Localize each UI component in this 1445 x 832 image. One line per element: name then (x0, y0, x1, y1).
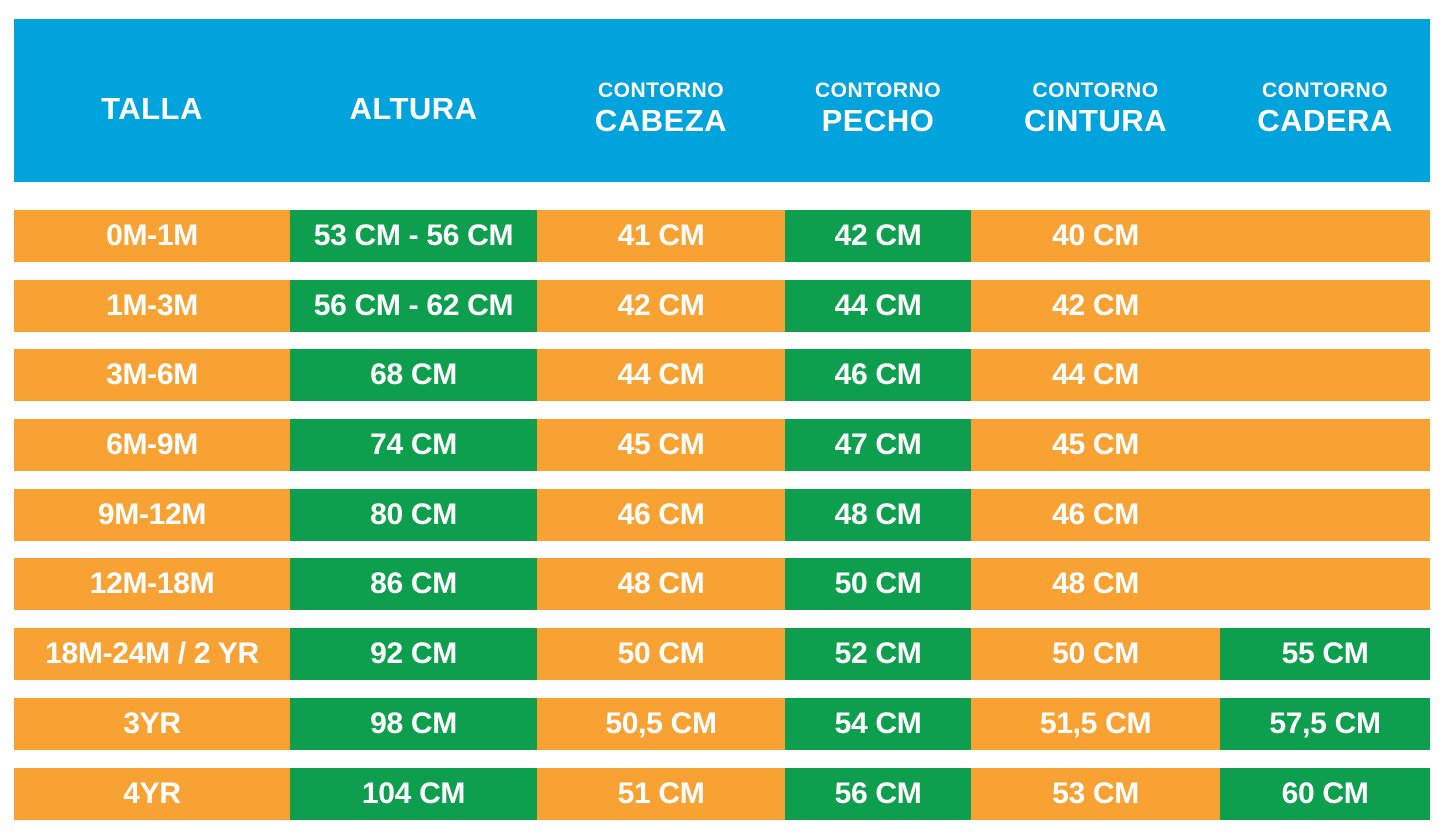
header-contorno-cabeza: CONTORNO CABEZA (537, 19, 785, 182)
table-row: 4YR 104 CM 51 CM 56 CM 53 CM 60 CM (14, 767, 1430, 820)
cell-altura: 104 CM (290, 767, 537, 820)
cell-cintura: 42 CM (971, 279, 1220, 332)
table-row: 6M-9M 74 CM 45 CM 47 CM 45 CM (14, 419, 1430, 472)
header-cadera-top: CONTORNO (1261, 78, 1389, 102)
cell-cadera (1220, 488, 1430, 541)
header-contorno-pecho: CONTORNO PECHO (785, 19, 971, 182)
cell-pecho: 42 CM (785, 210, 971, 262)
cell-pecho: 48 CM (785, 488, 971, 541)
table-body: 0M-1M 53 CM - 56 CM 41 CM 42 CM 40 CM 1M-3M 56… (14, 210, 1430, 820)
table-row: 3M-6M 68 CM 44 CM 46 CM 44 CM (14, 349, 1430, 402)
cell-cadera (1220, 558, 1430, 611)
cell-pecho: 47 CM (785, 419, 971, 472)
cell-altura: 56 CM - 62 CM (290, 279, 537, 332)
cell-altura: 80 CM (290, 488, 537, 541)
cell-cintura: 53 CM (971, 767, 1220, 820)
cell-pecho: 52 CM (785, 628, 971, 681)
cell-pecho: 44 CM (785, 279, 971, 332)
header-cintura-label: CINTURA (1024, 102, 1167, 138)
table-row: 18M-24M / 2 YR 92 CM 50 CM 52 CM 50 CM 55 CM (14, 628, 1430, 681)
table-header-row: TALLA ALTURA CONTORNO CABEZA CONTORNO PE… (14, 19, 1430, 182)
cell-cadera (1220, 279, 1430, 332)
header-cintura-top: CONTORNO (1032, 78, 1159, 102)
cell-talla: 0M-1M (14, 210, 290, 262)
cell-cabeza: 45 CM (537, 419, 785, 472)
cell-cintura: 46 CM (971, 488, 1220, 541)
header-cabeza-label: CABEZA (594, 102, 728, 138)
cell-pecho: 54 CM (785, 697, 971, 750)
cell-cintura: 44 CM (971, 349, 1220, 402)
cell-talla: 3M-6M (14, 349, 290, 402)
cell-cadera (1220, 210, 1430, 262)
cell-cadera: 55 CM (1220, 628, 1430, 681)
cell-cabeza: 51 CM (537, 767, 785, 820)
cell-talla: 3YR (14, 697, 290, 750)
cell-altura: 98 CM (290, 697, 537, 750)
header-pecho-top: CONTORNO (814, 78, 942, 102)
cell-talla: 1M-3M (14, 279, 290, 332)
table-row: 12M-18M 86 CM 48 CM 50 CM 48 CM (14, 558, 1430, 611)
cell-cadera: 57,5 CM (1220, 697, 1430, 750)
table-row: 1M-3M 56 CM - 62 CM 42 CM 44 CM 42 CM (14, 279, 1430, 332)
cell-altura: 92 CM (290, 628, 537, 681)
cell-cabeza: 46 CM (537, 488, 785, 541)
cell-altura: 53 CM - 56 CM (290, 210, 537, 262)
cell-talla: 6M-9M (14, 419, 290, 472)
cell-pecho: 56 CM (785, 767, 971, 820)
cell-talla: 12M-18M (14, 558, 290, 611)
cell-cabeza: 41 CM (537, 210, 785, 262)
header-cabeza-top: CONTORNO (597, 78, 725, 102)
cell-talla: 9M-12M (14, 488, 290, 541)
cell-cintura: 48 CM (971, 558, 1220, 611)
header-talla: TALLA (14, 19, 290, 182)
header-contorno-cintura: CONTORNO CINTURA (971, 19, 1220, 182)
cell-cabeza: 44 CM (537, 349, 785, 402)
header-altura: ALTURA (290, 19, 537, 182)
cell-pecho: 50 CM (785, 558, 971, 611)
cell-cadera: 60 CM (1220, 767, 1430, 820)
cell-talla: 18M-24M / 2 YR (14, 628, 290, 681)
cell-cadera (1220, 419, 1430, 472)
cell-cabeza: 50,5 CM (537, 697, 785, 750)
cell-cintura: 40 CM (971, 210, 1220, 262)
cell-cintura: 51,5 CM (971, 697, 1220, 750)
cell-cintura: 45 CM (971, 419, 1220, 472)
cell-cabeza: 48 CM (537, 558, 785, 611)
cell-cabeza: 50 CM (537, 628, 785, 681)
header-talla-label: TALLA (101, 90, 203, 126)
table-row: 3YR 98 CM 50,5 CM 54 CM 51,5 CM 57,5 CM (14, 697, 1430, 750)
table-row: 9M-12M 80 CM 46 CM 48 CM 46 CM (14, 488, 1430, 541)
cell-talla: 4YR (14, 767, 290, 820)
cell-pecho: 46 CM (785, 349, 971, 402)
cell-cadera (1220, 349, 1430, 402)
table-row: 0M-1M 53 CM - 56 CM 41 CM 42 CM 40 CM (14, 210, 1430, 262)
cell-cabeza: 42 CM (537, 279, 785, 332)
header-cadera-label: CADERA (1257, 102, 1393, 138)
cell-cintura: 50 CM (971, 628, 1220, 681)
header-contorno-cadera: CONTORNO CADERA (1220, 19, 1430, 182)
header-pecho-label: PECHO (821, 102, 935, 138)
cell-altura: 86 CM (290, 558, 537, 611)
size-chart-table: TALLA ALTURA CONTORNO CABEZA CONTORNO PE… (14, 19, 1430, 820)
header-altura-label: ALTURA (349, 90, 478, 126)
cell-altura: 74 CM (290, 419, 537, 472)
cell-altura: 68 CM (290, 349, 537, 402)
